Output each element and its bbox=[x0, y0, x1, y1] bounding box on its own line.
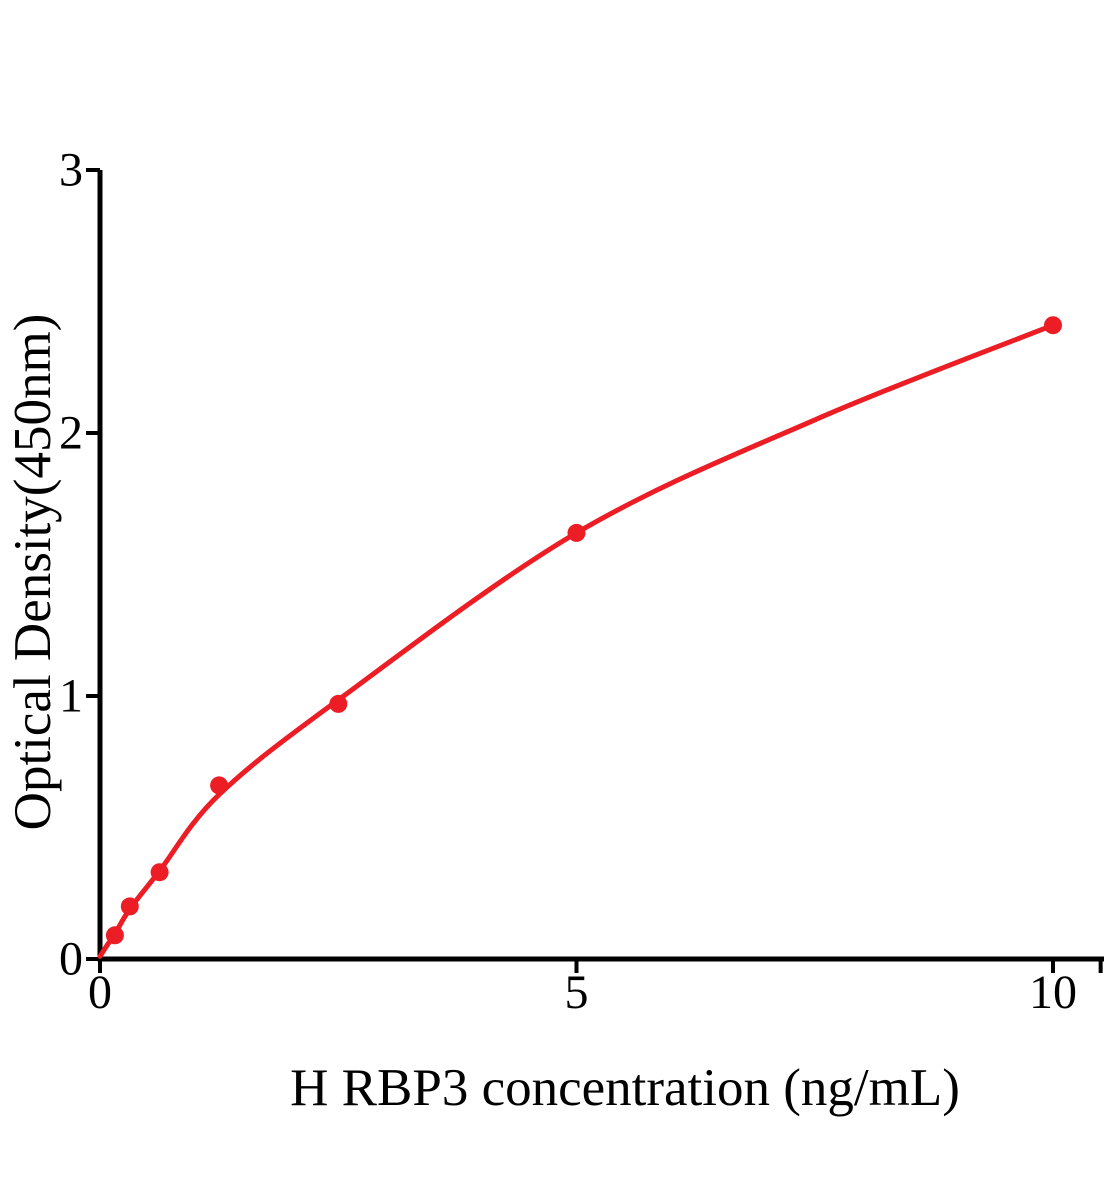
x-tick-label: 10 bbox=[1029, 966, 1077, 1019]
y-tick-label: 1 bbox=[59, 670, 83, 723]
y-tick-label: 2 bbox=[59, 407, 83, 460]
x-tick-label: 5 bbox=[565, 966, 589, 1019]
x-axis-title: H RBP3 concentration (ng/mL) bbox=[290, 1059, 960, 1117]
data-point bbox=[329, 694, 348, 713]
data-point bbox=[105, 926, 124, 945]
y-tick-label: 0 bbox=[59, 933, 83, 986]
data-point bbox=[567, 523, 586, 542]
data-point bbox=[210, 776, 229, 795]
data-point bbox=[120, 897, 139, 916]
x-tick-label: 0 bbox=[88, 966, 112, 1019]
y-tick-label: 3 bbox=[59, 144, 83, 197]
series-group bbox=[97, 316, 1062, 959]
data-point bbox=[1044, 316, 1062, 335]
axes-group: 0 5 10 0 1 2 3 bbox=[59, 144, 1104, 1019]
data-point bbox=[150, 863, 169, 882]
y-axis-title: Optical Density(450nm) bbox=[4, 314, 62, 831]
fit-curve bbox=[97, 322, 1056, 959]
